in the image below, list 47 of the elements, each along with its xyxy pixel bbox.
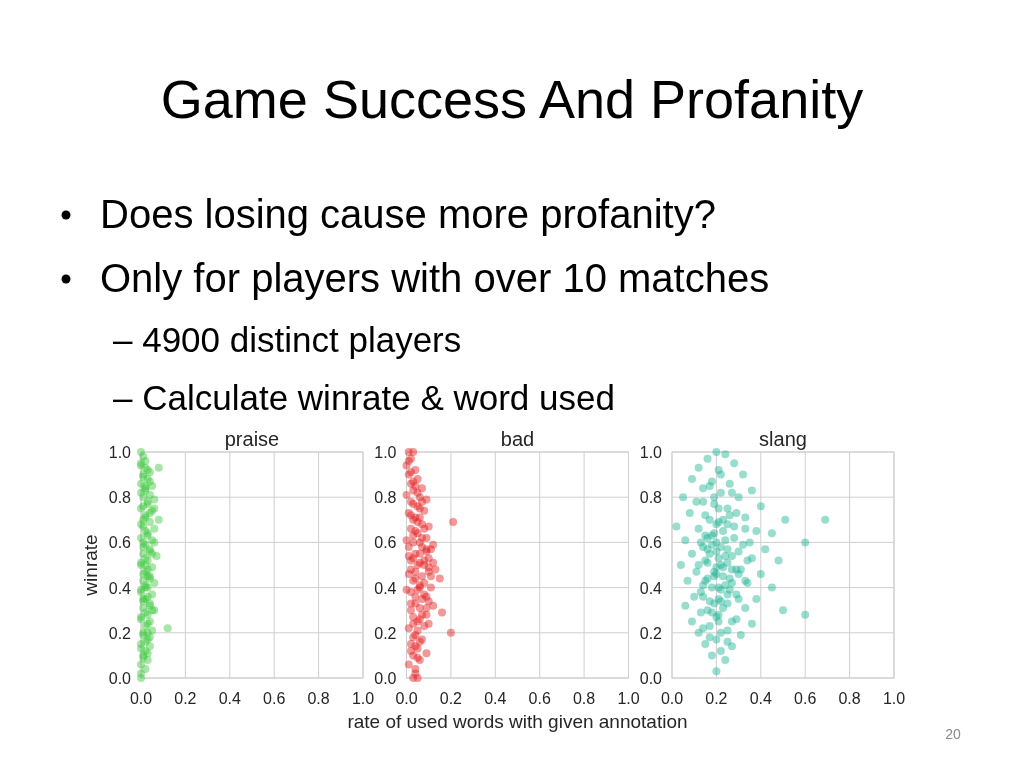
x-tick-label: 0.0 [395,690,418,707]
y-tick-label: 1.0 [374,444,397,461]
x-axis-title: rate of used words with given annotation [347,711,688,732]
y-tick-label: 0.6 [639,534,663,552]
y-tick-label: 0.2 [639,624,663,642]
x-tick-label: 0.2 [439,690,463,707]
y-tick-label: 0.4 [639,579,663,597]
y-tick-label: 0.8 [374,489,397,507]
x-tick-label: 0.6 [263,690,286,707]
chart-title: praise [224,428,280,450]
x-tick-label: 0.2 [705,690,728,707]
y-tick-label: 0.2 [374,624,397,642]
text: 20 [945,726,961,742]
x-tick-label: 0.6 [528,690,551,707]
x-tick-label: 0.6 [794,690,817,707]
y-tick-label: 0.6 [374,534,397,552]
chart-title: bad [500,428,535,450]
y-tick-label: 0.0 [639,670,663,687]
y-tick-label: 0.0 [108,670,132,687]
x-tick-label: 0.4 [484,690,507,707]
text: – Calculate winrate & word used [113,378,615,417]
text: Game Success And Profanity [160,69,864,129]
y-tick-label: 1.0 [639,444,663,461]
text: Does losing cause more profanity? [100,192,716,236]
y-tick-label: 0.8 [108,489,132,507]
y-tick-label: 1.0 [108,444,132,461]
x-tick-label: 1.0 [617,690,640,707]
chart-title: slang [759,428,807,450]
x-tick-label: 0.0 [660,690,684,707]
y-tick-label: 0.0 [374,670,397,687]
text: – 4900 distinct players [113,320,462,359]
y-tick-label: 0.4 [108,579,132,597]
x-tick-label: 0.0 [129,690,153,707]
text: Only for players with over 10 matches [100,256,770,300]
x-tick-label: 0.4 [218,690,242,707]
y-tick-label: 0.6 [108,534,132,552]
x-tick-label: 0.8 [307,690,330,707]
y-tick-label: 0.4 [374,579,397,597]
x-tick-label: 0.4 [749,690,773,707]
x-tick-label: 0.8 [572,690,596,707]
x-tick-label: 1.0 [882,690,906,707]
y-tick-label: 0.8 [639,489,663,507]
x-tick-label: 1.0 [351,690,375,707]
y-axis-title: winrate [80,534,101,597]
x-tick-label: 0.2 [174,690,197,707]
x-tick-label: 0.8 [838,690,861,707]
y-tick-label: 0.2 [108,624,132,642]
